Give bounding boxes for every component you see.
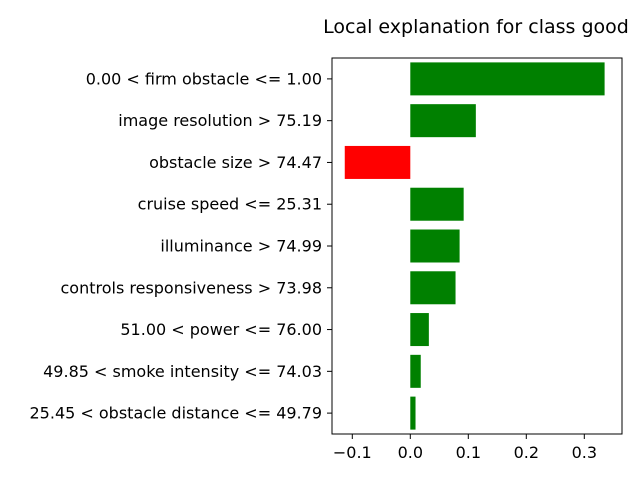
plot-frame: [331, 57, 623, 435]
bar-8: [410, 396, 416, 430]
y-tick-label-0: 0.00 < firm obstacle <= 1.00: [86, 69, 322, 88]
y-tick-label-8: 25.45 < obstacle distance <= 49.79: [30, 404, 323, 423]
bar-4: [410, 229, 460, 263]
bar-2: [344, 145, 411, 179]
y-tick-label-7: 49.85 < smoke intensity <= 74.03: [43, 362, 322, 381]
bar-0: [410, 62, 605, 96]
chart-title: Local explanation for class good: [323, 16, 629, 38]
y-tick-label-1: image resolution > 75.19: [118, 111, 322, 130]
bar-5: [410, 271, 456, 305]
bar-1: [410, 104, 476, 138]
x-axis-ticks: −0.1 0.0 0.1 0.2 0.3: [333, 434, 597, 462]
y-tick-label-5: controls responsiveness > 73.98: [60, 278, 322, 297]
y-tick-label-2: obstacle size > 74.47: [149, 153, 322, 172]
bar-3: [410, 187, 464, 221]
x-tick-label-0: −0.1: [333, 443, 372, 462]
bar-6: [410, 313, 429, 347]
y-tick-label-3: cruise speed <= 25.31: [138, 195, 322, 214]
bar-7: [410, 354, 421, 388]
x-tick-label-1: 0.0: [398, 443, 423, 462]
y-tick-label-4: illuminance > 74.99: [160, 237, 322, 256]
y-axis-ticks: 0.00 < firm obstacle <= 1.00 image resolu…: [30, 69, 332, 423]
bars-group: [344, 62, 605, 430]
y-tick-label-6: 51.00 < power <= 76.00: [120, 320, 322, 339]
x-tick-label-4: 0.3: [572, 443, 597, 462]
x-tick-label-2: 0.1: [456, 443, 481, 462]
x-tick-label-3: 0.2: [514, 443, 539, 462]
